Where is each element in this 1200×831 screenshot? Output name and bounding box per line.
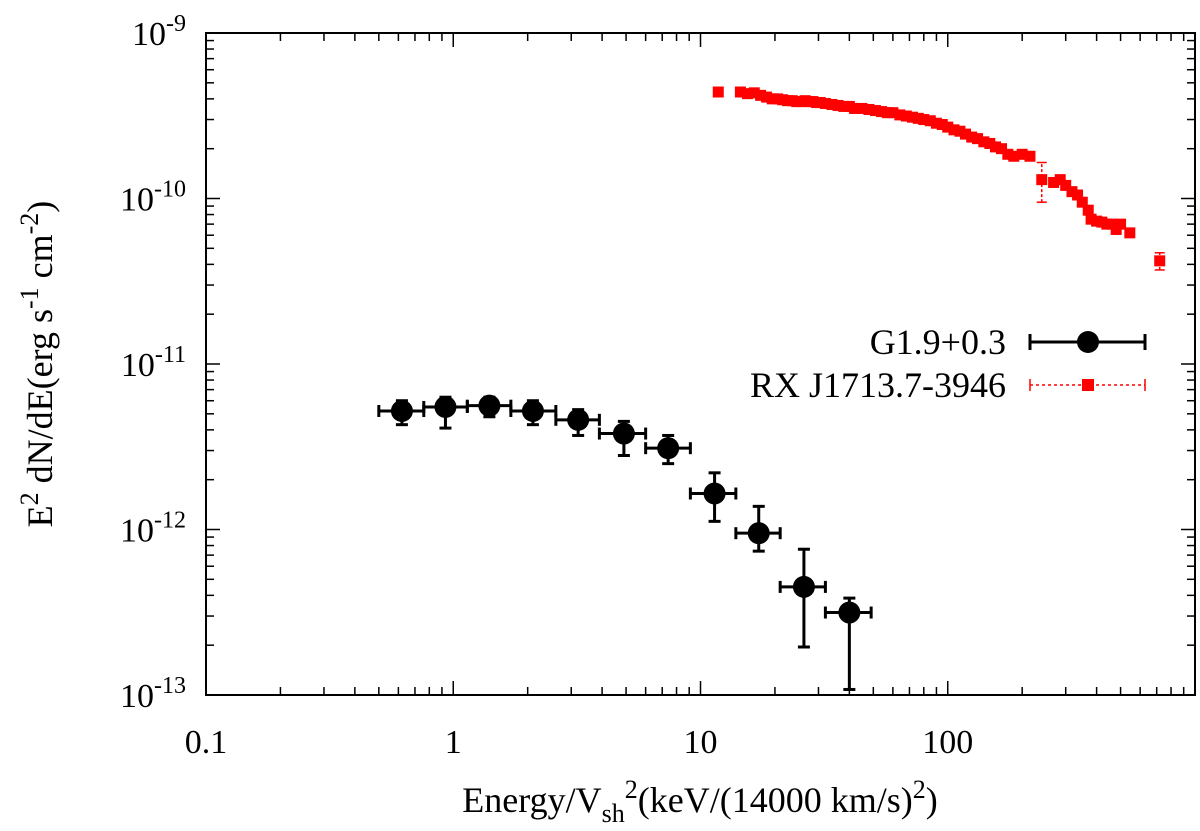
x-tick-label: 100 [922, 724, 973, 761]
data-point [1066, 186, 1078, 198]
data-point [838, 601, 861, 624]
data-point [567, 408, 590, 431]
data-point [996, 143, 1008, 155]
xlabel-suffix-a: (keV/(14000 km/s) [638, 780, 913, 820]
data-point [869, 105, 881, 117]
data-point [930, 117, 942, 129]
data-point [887, 107, 899, 119]
y-tick-label: 10-13 [120, 673, 186, 715]
legend-key-rxj [1029, 379, 1146, 391]
data-point [906, 111, 918, 123]
data-point [972, 133, 984, 145]
data-point [990, 141, 1002, 153]
ylabel-base: E [20, 505, 60, 527]
data-point [918, 114, 930, 126]
legend-label-rxj: RX J1713.7-3946 [750, 365, 1006, 405]
x-tick-label: 10 [684, 724, 718, 761]
data-point [912, 112, 924, 124]
axis-ticks [205, 32, 1195, 696]
data-point [1124, 227, 1136, 239]
data-point [1054, 174, 1066, 186]
data-point [838, 100, 850, 112]
data-point [948, 124, 960, 136]
data-point [1072, 189, 1084, 201]
y-axis-label: E2 dN/dE(erg s-1 cm-2) [15, 201, 60, 528]
data-point [1060, 179, 1072, 191]
xlabel-sub: sh [602, 799, 625, 828]
data-point [960, 128, 972, 140]
xlabel-prefix: Energy/V [462, 780, 601, 820]
data-point [1076, 196, 1088, 208]
x-tick-label: 1 [445, 724, 462, 761]
data-point [966, 131, 978, 143]
data-point [521, 400, 544, 423]
data-point [900, 110, 912, 122]
series-rxj [712, 86, 1166, 271]
data-point [703, 482, 726, 505]
ylabel-mid2: cm [20, 234, 60, 287]
data-point [863, 103, 875, 115]
y-tick-label: 10-11 [121, 342, 186, 384]
data-point [936, 118, 948, 130]
data-point [894, 109, 906, 121]
xlabel-suffix-b: ) [926, 780, 938, 820]
ylabel-sup2: -1 [15, 287, 44, 309]
data-point [1002, 148, 1014, 160]
xlabel-sup: 2 [625, 775, 638, 804]
data-point [1085, 213, 1097, 225]
ylabel-sup3: -2 [15, 213, 44, 235]
plot-frame [205, 32, 1196, 696]
data-point [478, 394, 501, 417]
data-point [742, 88, 754, 100]
data-point [1024, 150, 1036, 162]
data-point [826, 98, 838, 110]
data-point [832, 99, 844, 111]
series-g19 [377, 394, 873, 691]
ylabel-sup1: 2 [15, 492, 44, 505]
data-point [942, 121, 954, 133]
series-layer [377, 86, 1166, 691]
data-point [390, 400, 413, 423]
data-point [856, 102, 868, 114]
data-point [748, 87, 760, 99]
data-point [984, 137, 996, 149]
data-point [1016, 148, 1028, 160]
ylabel-mid1: dN/dE(erg s [20, 309, 60, 492]
data-point [819, 97, 831, 109]
tick-labels: 0.1 1 10 100 10-13 10-12 10-11 10-10 10-9 [120, 11, 973, 761]
data-point [755, 89, 767, 101]
x-tick-label: 0.1 [185, 724, 228, 761]
data-point [876, 106, 888, 118]
data-point [1036, 174, 1048, 186]
ylabel-end: ) [20, 201, 60, 213]
data-point [1008, 150, 1020, 162]
data-point [1154, 255, 1166, 267]
data-point [881, 107, 893, 119]
y-tick-label: 10-9 [132, 11, 186, 53]
data-point [1115, 218, 1127, 230]
data-point [978, 136, 990, 148]
data-point [434, 395, 457, 418]
data-point [612, 422, 635, 445]
data-point [761, 91, 773, 103]
legend-label-g19: G1.9+0.3 [870, 322, 1006, 362]
legend: G1.9+0.3 RX J1713.7-3946 [750, 322, 1147, 405]
data-point [1082, 204, 1094, 216]
data-point [792, 575, 815, 598]
y-tick-label: 10-10 [120, 177, 186, 219]
legend-key-g19 [1028, 331, 1147, 353]
data-point [924, 115, 936, 127]
data-point [734, 86, 746, 98]
data-point [747, 522, 770, 545]
x-axis-label: Energy/Vsh2(keV/(14000 km/s)2) [462, 775, 937, 828]
data-point [954, 125, 966, 137]
data-point [849, 102, 861, 114]
data-point [712, 86, 724, 98]
xlabel-suffix-sup: 2 [913, 775, 926, 804]
data-point [657, 437, 680, 460]
y-tick-label: 10-12 [120, 508, 186, 550]
data-point [1048, 176, 1060, 188]
